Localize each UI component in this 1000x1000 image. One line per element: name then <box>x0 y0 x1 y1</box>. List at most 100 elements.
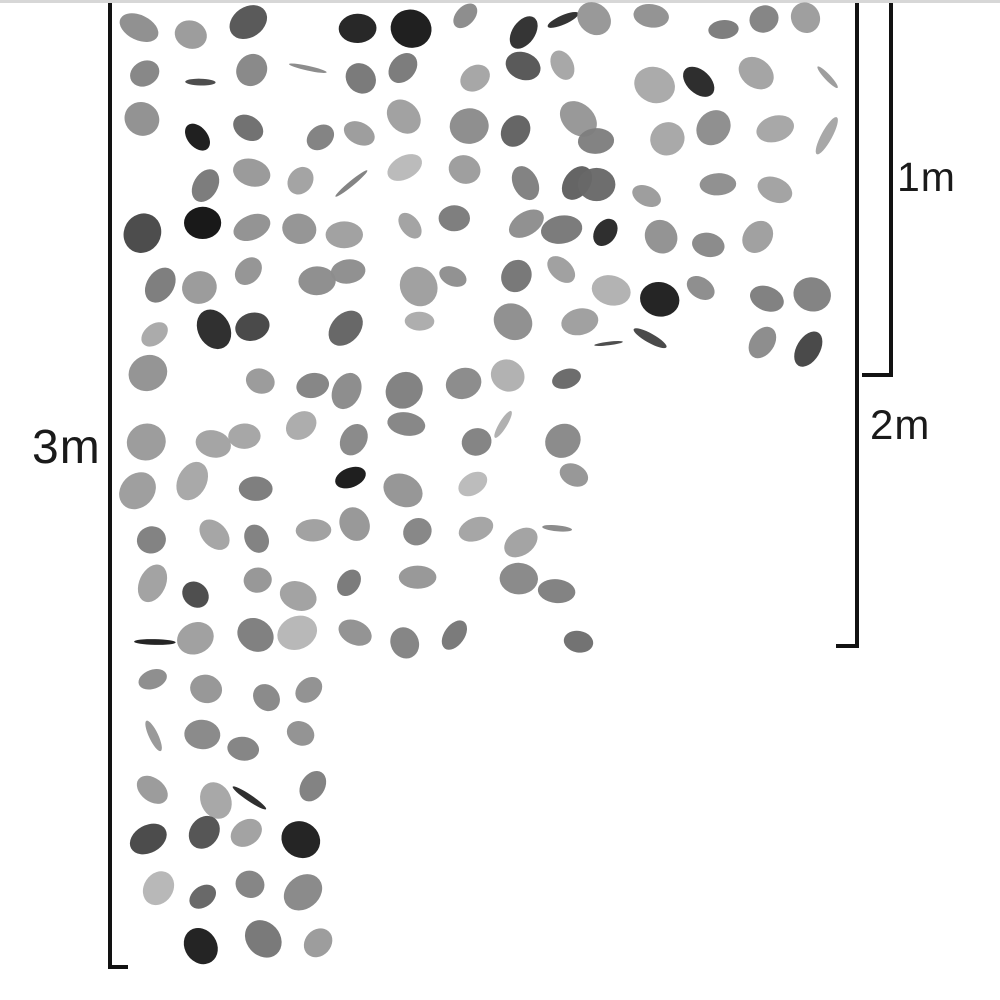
confetti-dot <box>563 630 594 653</box>
confetti-dot <box>438 205 470 232</box>
confetti-dot <box>387 154 422 181</box>
confetti-dot <box>253 684 280 712</box>
confetti-dot <box>123 213 162 253</box>
confetti-dot <box>448 155 481 184</box>
confetti-dot <box>281 821 321 859</box>
confetti-dot <box>174 20 207 49</box>
confetti-dot <box>683 66 715 97</box>
confetti-dot <box>750 285 784 312</box>
confetti-dot <box>388 53 418 83</box>
confetti-dot <box>338 619 372 646</box>
confetti-dot <box>699 173 737 196</box>
confetti-dot <box>398 565 437 589</box>
confetti-dot <box>335 466 366 489</box>
confetti-dot <box>128 354 168 392</box>
confetti-dot <box>749 5 779 33</box>
confetti-dot <box>817 66 838 89</box>
measure-line-3m-foot <box>108 965 128 969</box>
confetti-dot <box>141 322 168 347</box>
confetti-dot <box>238 476 273 501</box>
confetti-dot <box>387 412 426 436</box>
confetti-dot <box>243 567 272 593</box>
confetti-dot <box>129 823 167 855</box>
confetti-dot <box>145 720 162 752</box>
measure-line-2m-foot <box>836 644 859 648</box>
confetti-dot <box>244 524 269 553</box>
confetti-dot <box>235 870 265 898</box>
confetti-dot <box>815 117 838 155</box>
confetti-dot <box>296 372 330 399</box>
confetti-dot <box>339 507 370 541</box>
confetti-dot <box>144 267 176 303</box>
confetti-dot <box>640 281 680 317</box>
confetti-dot <box>386 99 421 134</box>
confetti-dot <box>299 770 327 802</box>
confetti-dot <box>494 410 512 438</box>
confetti-dot <box>577 2 611 36</box>
confetti-dot <box>185 78 216 86</box>
confetti-dot <box>577 128 615 154</box>
confetti-dot <box>458 471 488 497</box>
confetti-dot <box>233 213 271 241</box>
confetti-dot <box>335 170 368 197</box>
confetti-dot <box>550 50 575 80</box>
confetti-dot <box>559 463 589 487</box>
confetti-dot <box>591 275 631 306</box>
confetti-dot <box>632 184 661 208</box>
confetti-dot <box>288 63 327 73</box>
confetti-dot <box>237 617 274 652</box>
confetti-dot <box>199 519 230 550</box>
confetti-dot <box>196 309 232 350</box>
confetti-dot <box>537 579 576 604</box>
confetti-dot <box>188 815 220 849</box>
confetti-dot <box>306 124 335 151</box>
confetti-dot <box>184 719 221 750</box>
confetti-dot <box>328 310 363 346</box>
confetti-dot <box>232 786 267 810</box>
confetti-dot <box>295 676 323 703</box>
confetti-dot <box>184 206 222 240</box>
confetti-dot <box>138 669 167 690</box>
confetti-dot <box>331 372 362 410</box>
confetti-dot <box>177 622 214 655</box>
confetti-dot <box>650 122 685 156</box>
label-1m: 1m <box>897 154 956 200</box>
label-3m: 3m <box>32 421 101 474</box>
confetti-dot <box>561 308 599 336</box>
confetti-dot <box>439 266 467 287</box>
confetti-dot <box>504 527 538 558</box>
label-2m: 2m <box>870 401 931 448</box>
confetti-dot <box>277 615 318 650</box>
confetti-dot <box>119 472 156 510</box>
confetti-dot <box>633 328 667 349</box>
confetti-dot <box>708 20 739 39</box>
confetti-dot <box>794 331 823 367</box>
confetti-dot <box>134 639 176 645</box>
confetti-dot <box>286 721 315 746</box>
confetti-dot <box>547 11 579 28</box>
confetti-dot <box>337 569 361 597</box>
confetti-dot <box>511 166 540 201</box>
confetti-dot <box>283 874 323 911</box>
confetti-dot <box>227 736 260 761</box>
confetti-dot <box>235 312 270 341</box>
confetti-dot <box>594 341 623 346</box>
confetti-dot <box>126 423 166 461</box>
confetti-dot <box>501 259 532 293</box>
confetti-dot <box>244 920 282 958</box>
confetti-dot <box>793 277 831 312</box>
confetti-dot <box>385 371 423 409</box>
confetti-dot <box>390 9 432 48</box>
confetti-dot <box>339 423 368 456</box>
confetti-dot <box>183 927 218 965</box>
confetti-dot <box>634 66 675 104</box>
confetti-dot <box>325 221 363 249</box>
confetti-dot <box>303 928 333 958</box>
confetti-dot <box>229 5 268 40</box>
confetti-dot <box>547 256 576 283</box>
confetti-dot <box>552 368 581 389</box>
confetti-dot <box>119 13 159 42</box>
confetti-dot <box>230 818 262 847</box>
confetti-dot <box>185 123 210 151</box>
